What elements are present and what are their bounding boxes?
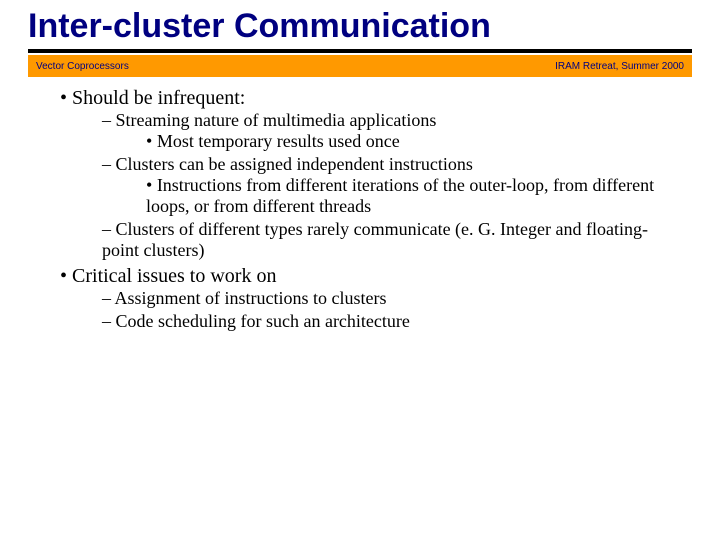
content: Should be infrequent: Streaming nature o… bbox=[28, 77, 692, 332]
bullet-list: Assignment of instructions to clusters C… bbox=[60, 288, 684, 332]
bullet-text: Most temporary results used once bbox=[157, 131, 400, 151]
list-item: Most temporary results used once bbox=[146, 131, 684, 152]
list-item: Should be infrequent: Streaming nature o… bbox=[60, 87, 684, 261]
list-item: Critical issues to work on Assignment of… bbox=[60, 265, 684, 332]
list-item: Clusters can be assigned independent ins… bbox=[102, 154, 684, 217]
bullet-text: Instructions from different iterations o… bbox=[146, 175, 654, 216]
slide-title: Inter-cluster Communication bbox=[28, 8, 692, 49]
bullet-list: Most temporary results used once bbox=[102, 131, 684, 152]
list-item: Assignment of instructions to clusters bbox=[102, 288, 684, 309]
subhead-left: Vector Coprocessors bbox=[36, 61, 129, 72]
bullet-list: Streaming nature of multimedia applicati… bbox=[60, 110, 684, 261]
bullet-list: Should be infrequent: Streaming nature o… bbox=[36, 87, 684, 332]
title-wrap: Inter-cluster Communication bbox=[28, 8, 692, 53]
bullet-text: Streaming nature of multimedia applicati… bbox=[116, 110, 437, 130]
bullet-text: Assignment of instructions to clusters bbox=[115, 288, 387, 308]
bullet-text: Code scheduling for such an architecture bbox=[116, 311, 410, 331]
bullet-text: Clusters of different types rarely commu… bbox=[102, 219, 648, 260]
list-item: Instructions from different iterations o… bbox=[146, 175, 684, 217]
bullet-text: Should be infrequent: bbox=[72, 87, 245, 109]
bullet-text: Critical issues to work on bbox=[72, 265, 276, 287]
subhead-bar: Vector Coprocessors IRAM Retreat, Summer… bbox=[28, 55, 692, 77]
list-item: Code scheduling for such an architecture bbox=[102, 311, 684, 332]
slide: Inter-cluster Communication Vector Copro… bbox=[0, 0, 720, 540]
list-item: Clusters of different types rarely commu… bbox=[102, 219, 684, 261]
bullet-text: Clusters can be assigned independent ins… bbox=[116, 154, 473, 174]
subhead-right: IRAM Retreat, Summer 2000 bbox=[555, 61, 684, 72]
bullet-list: Instructions from different iterations o… bbox=[102, 175, 684, 217]
list-item: Streaming nature of multimedia applicati… bbox=[102, 110, 684, 152]
